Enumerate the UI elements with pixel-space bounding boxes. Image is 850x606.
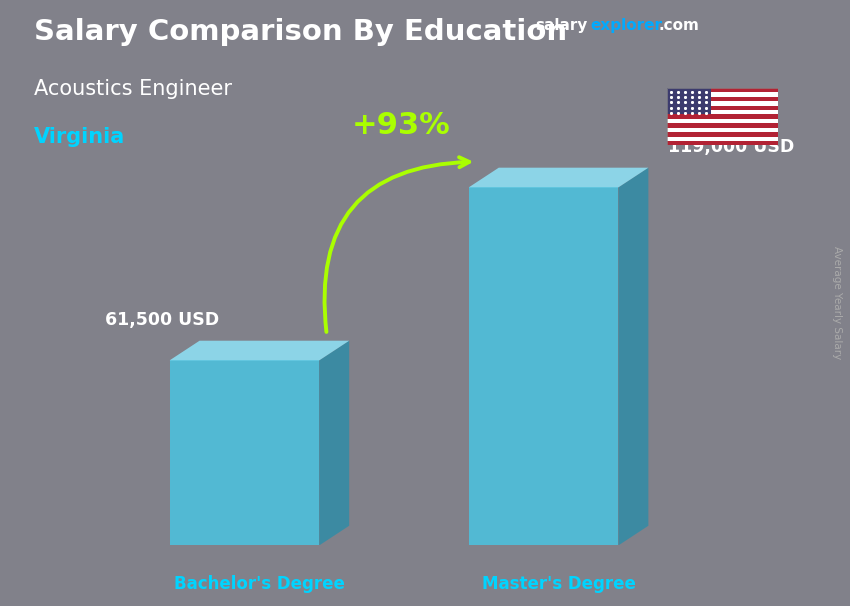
Bar — [667, 128, 778, 132]
Text: Salary Comparison By Education: Salary Comparison By Education — [34, 18, 567, 46]
Polygon shape — [619, 168, 649, 545]
Bar — [667, 110, 778, 115]
Polygon shape — [320, 341, 349, 545]
Text: Acoustics Engineer: Acoustics Engineer — [34, 79, 232, 99]
Bar — [667, 136, 778, 141]
Polygon shape — [170, 341, 349, 361]
Text: Master's Degree: Master's Degree — [482, 576, 636, 593]
Bar — [667, 88, 711, 115]
Bar — [667, 97, 778, 101]
Bar — [667, 88, 778, 92]
Text: +93%: +93% — [352, 111, 450, 140]
Bar — [667, 105, 778, 110]
Text: Virginia: Virginia — [34, 127, 125, 147]
Text: 119,000 USD: 119,000 USD — [667, 138, 794, 156]
Bar — [667, 119, 778, 123]
Text: 61,500 USD: 61,500 USD — [105, 311, 219, 328]
Bar — [667, 101, 778, 105]
Bar — [667, 92, 778, 97]
Text: explorer: explorer — [591, 18, 663, 33]
Polygon shape — [469, 168, 649, 187]
Bar — [667, 115, 778, 119]
Bar — [667, 141, 778, 145]
Polygon shape — [469, 187, 619, 545]
Text: .com: .com — [659, 18, 700, 33]
Bar — [667, 123, 778, 128]
Bar — [667, 132, 778, 136]
Text: Bachelor's Degree: Bachelor's Degree — [174, 576, 345, 593]
Text: salary: salary — [536, 18, 588, 33]
Text: Average Yearly Salary: Average Yearly Salary — [832, 247, 842, 359]
Polygon shape — [170, 361, 320, 545]
